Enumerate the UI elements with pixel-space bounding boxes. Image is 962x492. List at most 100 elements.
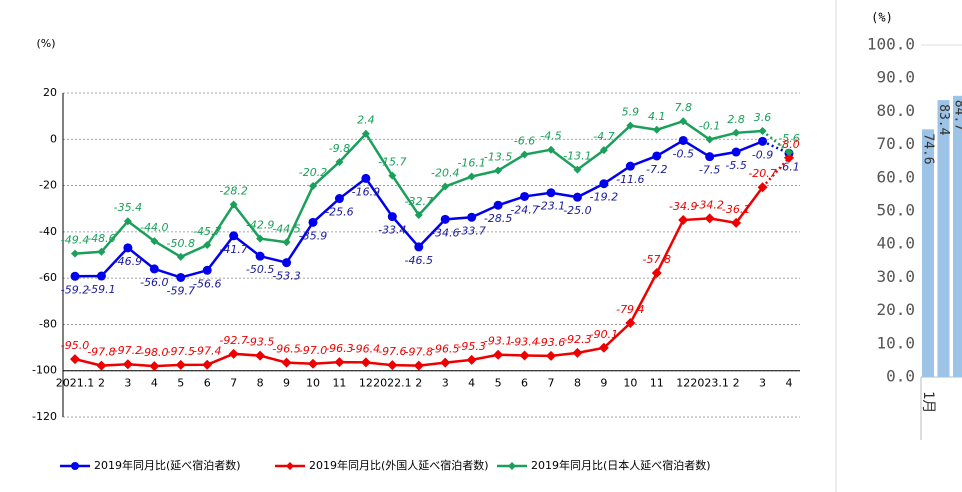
marker xyxy=(652,125,661,134)
y-tick-label: 40.0 xyxy=(876,234,915,253)
y-tick-label: 0 xyxy=(50,132,57,145)
data-label: -25.6 xyxy=(325,206,353,219)
marker xyxy=(282,258,292,268)
marker xyxy=(757,182,768,193)
data-label: -24.7 xyxy=(510,203,538,216)
marker xyxy=(203,241,212,250)
legend-label: 2019年同月比(延べ宿泊者数) xyxy=(94,458,241,472)
marker xyxy=(149,361,160,372)
marker xyxy=(122,359,133,370)
marker xyxy=(678,135,688,145)
x-tick-label: 2022.1 xyxy=(373,377,412,390)
x-tick-label: 2 xyxy=(733,377,740,390)
marker xyxy=(123,217,132,226)
marker xyxy=(70,354,80,365)
marker xyxy=(599,146,608,155)
y-tick-label: 10.0 xyxy=(876,333,915,352)
marker xyxy=(732,128,741,137)
data-label: -50.5 xyxy=(246,263,274,276)
marker xyxy=(440,214,450,224)
data-label: -95.3 xyxy=(457,340,485,353)
data-label: -50.8 xyxy=(167,237,195,250)
x-tick-label: 10 xyxy=(306,377,320,390)
marker xyxy=(228,348,239,359)
marker xyxy=(547,145,555,154)
data-label: -28.2 xyxy=(219,185,247,198)
data-label: -35.9 xyxy=(299,229,327,242)
marker xyxy=(572,192,582,202)
x-tick-label: 9 xyxy=(600,377,607,390)
marker xyxy=(520,191,530,201)
data-label: -33.4 xyxy=(378,224,406,237)
marker xyxy=(202,265,212,275)
marker xyxy=(599,179,609,189)
marker xyxy=(519,350,530,361)
data-label: -28.5 xyxy=(484,212,512,225)
y-tick-label: -60 xyxy=(39,271,57,284)
marker xyxy=(520,150,529,159)
marker xyxy=(282,238,291,247)
data-label: -56.6 xyxy=(193,277,221,290)
marker xyxy=(467,172,476,181)
marker xyxy=(281,357,292,368)
x-tick-label: 3 xyxy=(442,377,449,390)
unit-label: (%) xyxy=(36,37,55,50)
marker xyxy=(678,215,689,226)
marker xyxy=(176,272,186,282)
x-tick-label: 9 xyxy=(283,377,290,390)
data-label: -96.5 xyxy=(272,343,300,356)
x-tick-label: 12 xyxy=(676,377,690,390)
legend-label: 2019年同月比(日本人延べ宿泊者数) xyxy=(531,458,711,472)
x-tick-label: 2023.1 xyxy=(690,377,729,390)
x-tick-label: 6 xyxy=(521,377,528,390)
marker xyxy=(625,318,636,329)
x-tick-label: 12 xyxy=(359,377,373,390)
marker xyxy=(573,165,582,174)
marker xyxy=(256,234,265,243)
y-tick-label: -40 xyxy=(39,225,57,238)
marker xyxy=(758,126,767,135)
data-label: -5.6 xyxy=(778,132,799,145)
data-label: -4.7 xyxy=(593,130,614,143)
marker xyxy=(731,217,742,228)
marker xyxy=(96,360,107,371)
data-label: -96.3 xyxy=(325,342,353,355)
marker xyxy=(705,135,714,144)
marker xyxy=(546,188,556,198)
data-label: -97.0 xyxy=(299,344,327,357)
marker xyxy=(308,358,318,369)
marker xyxy=(651,268,662,279)
data-label: -15.7 xyxy=(378,156,406,169)
data-label: -23.1 xyxy=(537,200,565,213)
data-label: 7.8 xyxy=(674,101,692,114)
data-label: -93.4 xyxy=(510,335,538,348)
marker xyxy=(414,242,424,252)
marker xyxy=(123,243,133,253)
marker xyxy=(784,152,794,163)
marker xyxy=(334,194,344,204)
marker xyxy=(440,357,451,368)
y-tick-label: 20 xyxy=(43,86,57,99)
data-label: 2.8 xyxy=(727,113,745,126)
data-label: -32.7 xyxy=(405,195,433,208)
data-label: -44.0 xyxy=(140,221,168,234)
data-label: -0.1 xyxy=(699,120,720,133)
data-label: -59.2 xyxy=(61,283,89,296)
data-label: -59.7 xyxy=(167,284,195,297)
marker xyxy=(176,252,185,261)
data-label: -36.1 xyxy=(722,203,750,216)
data-label: -56.0 xyxy=(140,276,168,289)
data-label: -93.5 xyxy=(246,336,274,349)
bar xyxy=(922,129,934,377)
data-label: -97.8 xyxy=(87,346,115,359)
data-label: -97.4 xyxy=(193,345,221,358)
data-label: -4.5 xyxy=(540,130,561,143)
x-tick-label: 11 xyxy=(332,377,346,390)
marker xyxy=(572,347,583,358)
marker xyxy=(731,147,741,157)
x-tick-label: 7 xyxy=(230,377,237,390)
legend-marker xyxy=(286,462,294,470)
data-label: -33.7 xyxy=(457,224,485,237)
data-label: -92.3 xyxy=(563,333,591,346)
